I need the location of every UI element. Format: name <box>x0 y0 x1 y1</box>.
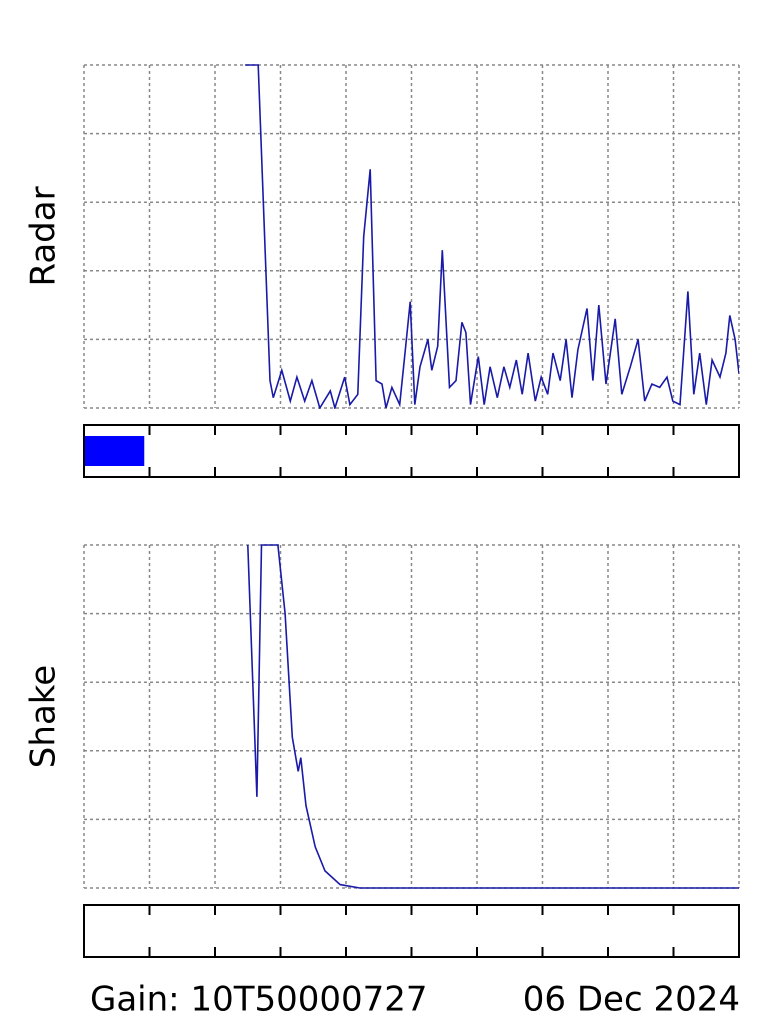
gain-label: Gain: 10T50000727 <box>90 980 428 1020</box>
date-label: 06 Dec 2024 <box>523 980 740 1020</box>
data-line <box>245 64 739 409</box>
y-axis-label: Shake <box>24 665 64 768</box>
y-axis-label: Radar <box>24 186 64 286</box>
data-line <box>247 544 739 889</box>
gauge-fill <box>85 436 145 466</box>
